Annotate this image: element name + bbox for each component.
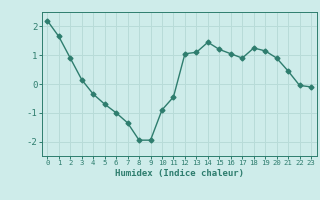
X-axis label: Humidex (Indice chaleur): Humidex (Indice chaleur) — [115, 169, 244, 178]
